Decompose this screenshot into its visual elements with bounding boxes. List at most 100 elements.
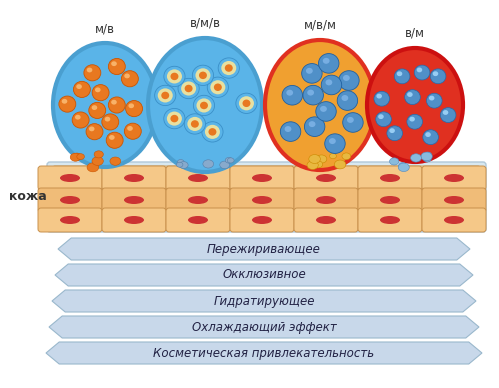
- Ellipse shape: [221, 61, 237, 75]
- Ellipse shape: [325, 80, 332, 85]
- FancyBboxPatch shape: [47, 162, 486, 232]
- Ellipse shape: [167, 111, 182, 126]
- Text: в/м: в/м: [405, 27, 425, 40]
- FancyBboxPatch shape: [166, 188, 230, 212]
- Ellipse shape: [86, 124, 103, 140]
- Ellipse shape: [110, 157, 121, 165]
- Ellipse shape: [280, 122, 301, 141]
- Ellipse shape: [92, 105, 97, 110]
- Ellipse shape: [309, 154, 320, 163]
- Ellipse shape: [124, 174, 144, 182]
- Ellipse shape: [423, 130, 439, 145]
- Ellipse shape: [128, 103, 134, 108]
- Ellipse shape: [192, 65, 214, 85]
- Ellipse shape: [167, 69, 182, 83]
- Ellipse shape: [380, 196, 400, 204]
- Ellipse shape: [430, 69, 446, 84]
- FancyBboxPatch shape: [294, 208, 358, 232]
- Ellipse shape: [127, 126, 133, 131]
- Ellipse shape: [72, 153, 82, 160]
- Ellipse shape: [188, 216, 208, 224]
- Ellipse shape: [205, 125, 220, 139]
- Polygon shape: [46, 342, 482, 364]
- Ellipse shape: [303, 85, 323, 105]
- FancyBboxPatch shape: [358, 208, 422, 232]
- Ellipse shape: [105, 117, 110, 121]
- Polygon shape: [58, 238, 470, 260]
- Text: м/в/м: м/в/м: [303, 19, 336, 32]
- Ellipse shape: [425, 152, 432, 157]
- Ellipse shape: [394, 69, 410, 84]
- Ellipse shape: [126, 100, 143, 117]
- Ellipse shape: [161, 92, 169, 99]
- Ellipse shape: [188, 174, 208, 182]
- Ellipse shape: [316, 155, 327, 163]
- Ellipse shape: [202, 122, 223, 142]
- Ellipse shape: [70, 153, 81, 161]
- FancyBboxPatch shape: [294, 188, 358, 212]
- Ellipse shape: [347, 117, 354, 123]
- Ellipse shape: [220, 161, 230, 169]
- Ellipse shape: [302, 64, 322, 83]
- Ellipse shape: [214, 83, 222, 91]
- Ellipse shape: [334, 160, 346, 169]
- Ellipse shape: [124, 216, 144, 224]
- FancyBboxPatch shape: [422, 208, 486, 232]
- Ellipse shape: [209, 128, 217, 136]
- FancyBboxPatch shape: [230, 188, 294, 212]
- Ellipse shape: [109, 135, 115, 140]
- FancyBboxPatch shape: [38, 166, 102, 190]
- Ellipse shape: [121, 71, 138, 87]
- Ellipse shape: [320, 106, 327, 112]
- Ellipse shape: [87, 163, 99, 172]
- Ellipse shape: [378, 114, 384, 119]
- Ellipse shape: [284, 126, 291, 132]
- Ellipse shape: [339, 71, 359, 90]
- Ellipse shape: [444, 216, 464, 224]
- Ellipse shape: [155, 85, 176, 106]
- Ellipse shape: [444, 196, 464, 204]
- Polygon shape: [52, 290, 476, 312]
- Ellipse shape: [306, 68, 313, 74]
- Ellipse shape: [60, 196, 80, 204]
- Ellipse shape: [95, 87, 101, 92]
- Ellipse shape: [425, 132, 431, 137]
- Ellipse shape: [252, 196, 272, 204]
- FancyBboxPatch shape: [102, 208, 166, 232]
- Ellipse shape: [178, 78, 199, 99]
- Ellipse shape: [427, 93, 442, 108]
- Ellipse shape: [313, 161, 323, 168]
- Ellipse shape: [187, 117, 203, 131]
- Ellipse shape: [307, 90, 314, 95]
- Ellipse shape: [124, 73, 130, 78]
- Ellipse shape: [124, 123, 141, 139]
- Ellipse shape: [164, 66, 185, 87]
- Ellipse shape: [188, 196, 208, 204]
- Ellipse shape: [108, 59, 125, 74]
- Ellipse shape: [124, 196, 144, 204]
- FancyBboxPatch shape: [166, 208, 230, 232]
- Ellipse shape: [171, 73, 179, 80]
- Ellipse shape: [207, 77, 229, 97]
- Ellipse shape: [304, 117, 325, 137]
- Ellipse shape: [443, 110, 448, 115]
- Ellipse shape: [203, 160, 214, 168]
- Ellipse shape: [199, 72, 207, 79]
- Ellipse shape: [329, 153, 336, 159]
- Ellipse shape: [409, 117, 415, 121]
- Text: Гидратирующее: Гидратирующее: [213, 294, 315, 308]
- Ellipse shape: [228, 158, 234, 163]
- Text: кожа: кожа: [9, 191, 47, 203]
- Ellipse shape: [421, 152, 432, 161]
- FancyBboxPatch shape: [294, 166, 358, 190]
- Ellipse shape: [108, 97, 125, 113]
- Ellipse shape: [111, 61, 117, 66]
- Ellipse shape: [376, 94, 382, 99]
- Ellipse shape: [243, 100, 250, 107]
- Ellipse shape: [194, 95, 215, 116]
- FancyBboxPatch shape: [38, 208, 102, 232]
- Ellipse shape: [225, 158, 233, 163]
- Ellipse shape: [440, 107, 456, 123]
- Ellipse shape: [342, 153, 351, 159]
- Ellipse shape: [405, 90, 420, 105]
